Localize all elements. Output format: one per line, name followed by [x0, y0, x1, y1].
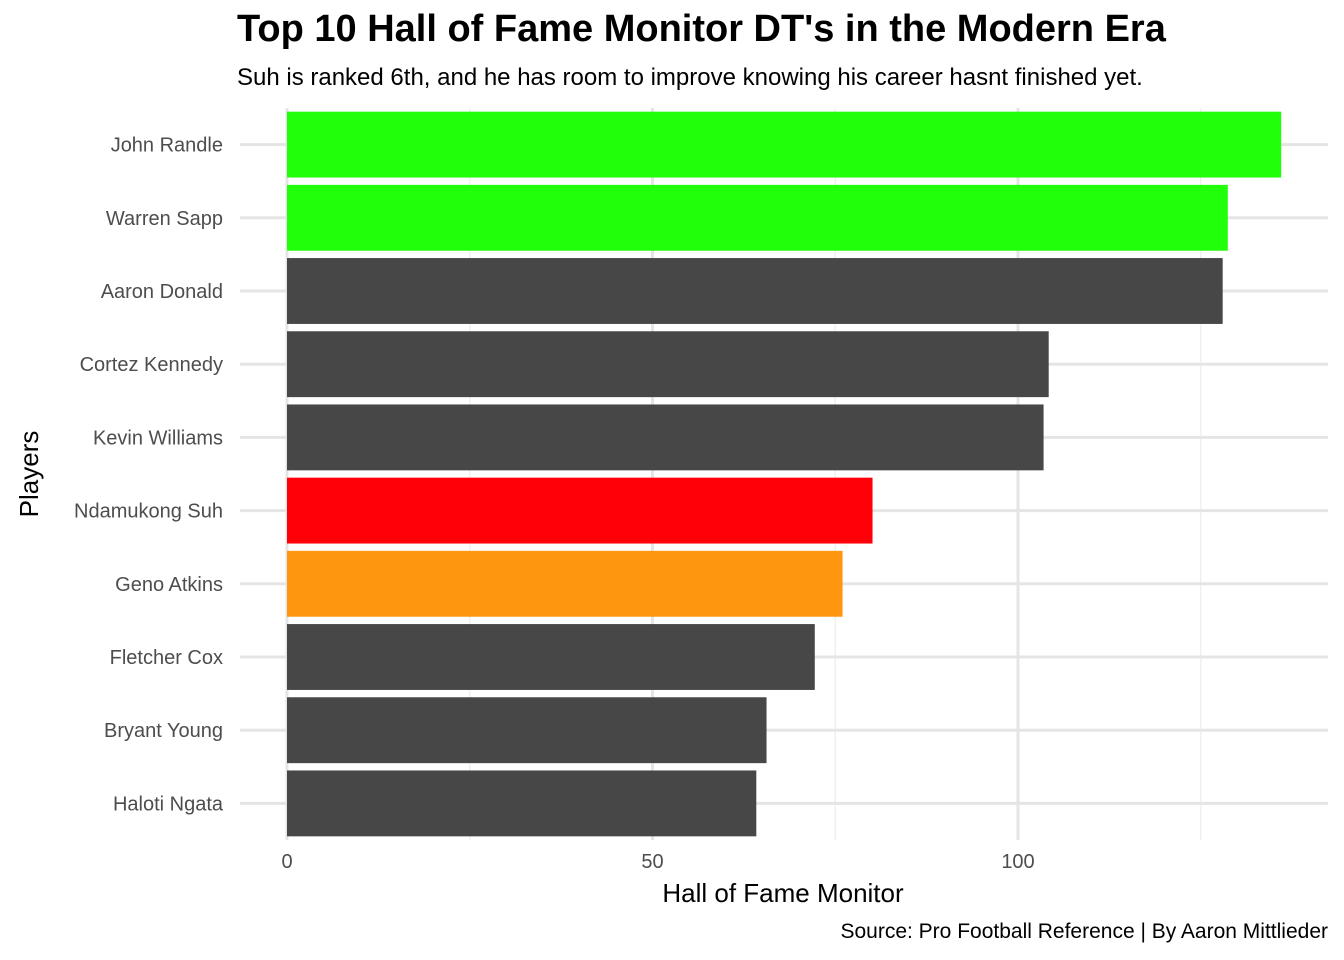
bar	[287, 770, 757, 837]
y-tick-label: John Randle	[111, 135, 223, 157]
y-tick-label: Kevin Williams	[93, 427, 223, 449]
x-tick-label: 100	[1001, 851, 1034, 873]
y-tick-label: Geno Atkins	[115, 574, 223, 596]
y-tick-label: Warren Sapp	[106, 208, 223, 230]
x-tick-label: 0	[281, 851, 292, 873]
y-tick-label: Haloti Ngata	[113, 793, 224, 815]
y-tick-label: Cortez Kennedy	[80, 354, 223, 376]
bar	[287, 111, 1282, 178]
chart-subtitle: Suh is ranked 6th, and he has room to im…	[237, 64, 1143, 91]
bar	[287, 184, 1228, 251]
y-axis-title: Players	[14, 431, 44, 518]
y-axis-ticks: John Randle Warren Sapp Aaron Donald Cortez…	[74, 135, 224, 816]
bar	[287, 404, 1044, 471]
x-tick-label: 50	[641, 851, 663, 873]
bar	[287, 477, 873, 544]
y-tick-label: Fletcher Cox	[110, 647, 223, 669]
x-axis-ticks: 0 50 100	[281, 851, 1034, 873]
x-axis-title: Hall of Fame Monitor	[662, 878, 904, 908]
bar	[287, 331, 1049, 398]
chart-title: Top 10 Hall of Fame Monitor DT's in the …	[237, 8, 1166, 50]
bars	[287, 111, 1282, 837]
bar	[287, 550, 843, 617]
y-tick-label: Bryant Young	[104, 720, 223, 742]
y-tick-label: Ndamukong Suh	[74, 501, 223, 523]
bar	[287, 258, 1223, 324]
bar	[287, 624, 815, 690]
bar	[287, 697, 767, 764]
chart-caption: Source: Pro Football Reference | By Aaro…	[840, 920, 1328, 943]
y-tick-label: Aaron Donald	[101, 281, 223, 303]
